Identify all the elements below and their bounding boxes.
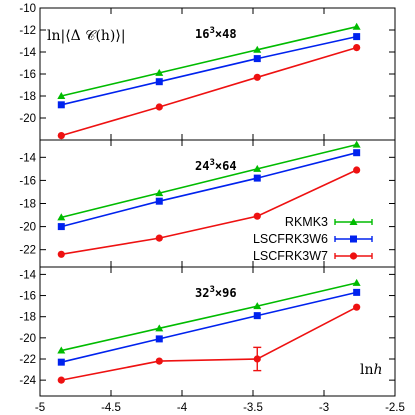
x-tick-label: -3 bbox=[319, 402, 329, 414]
legend-label-RKMK3: RKMK3 bbox=[285, 215, 328, 229]
y-tick-label: -14 bbox=[19, 47, 36, 59]
data-point-RKMK3 bbox=[253, 164, 262, 172]
data-point-RKMK3 bbox=[253, 302, 262, 310]
panel-title-base: 32 bbox=[195, 286, 209, 300]
panel-title-base: 24 bbox=[195, 159, 209, 173]
y-tick-label: -22 bbox=[19, 245, 36, 257]
data-point-LSCFRK3W7 bbox=[57, 132, 65, 140]
data-point-RKMK3 bbox=[57, 346, 66, 354]
x-tick-label: -3.5 bbox=[243, 402, 263, 414]
panel-title-rest: ×96 bbox=[215, 286, 237, 300]
data-point-LSCFRK3W7 bbox=[57, 376, 65, 384]
y-tick-label: -22 bbox=[19, 354, 36, 366]
series-line-LSCFRK3W6 bbox=[61, 151, 357, 228]
y-tick-label: -16 bbox=[19, 69, 36, 81]
y-axis-label: ln|⟨Δ 𝒞(h)⟩| bbox=[47, 28, 126, 44]
panel-title: 323×96 bbox=[195, 285, 237, 300]
legend-marker-LSCFRK3W7 bbox=[349, 252, 358, 260]
x-axis-label-var: h bbox=[374, 362, 383, 378]
y-tick-label: -16 bbox=[19, 291, 36, 303]
panel-title: 243×64 bbox=[195, 158, 237, 173]
series-line-RKMK3 bbox=[61, 143, 357, 219]
y-tick-label: -14 bbox=[19, 152, 36, 164]
data-point-LSCFRK3W6 bbox=[57, 223, 65, 231]
data-point-LSCFRK3W6 bbox=[353, 149, 361, 157]
data-point-LSCFRK3W6 bbox=[253, 312, 261, 320]
data-point-LSCFRK3W6 bbox=[353, 288, 361, 296]
data-point-RKMK3 bbox=[253, 45, 262, 53]
data-point-LSCFRK3W6 bbox=[155, 197, 163, 205]
panel-title-rest: ×64 bbox=[215, 159, 237, 173]
data-point-RKMK3 bbox=[57, 213, 66, 221]
data-point-RKMK3 bbox=[155, 189, 164, 197]
panel-title-base: 16 bbox=[195, 27, 209, 41]
series-line-LSCFRK3W7 bbox=[61, 46, 357, 137]
data-point-LSCFRK3W6 bbox=[57, 101, 65, 109]
y-tick-label: -14 bbox=[19, 269, 36, 281]
series-line-LSCFRK3W7 bbox=[61, 306, 358, 381]
series-line-LSCFRK3W6 bbox=[61, 35, 357, 106]
y-tick-label: -20 bbox=[19, 333, 36, 345]
data-point-RKMK3 bbox=[352, 278, 361, 286]
data-point-LSCFRK3W7 bbox=[353, 303, 361, 311]
data-point-LSCFRK3W7 bbox=[155, 103, 163, 111]
data-point-LSCFRK3W7 bbox=[155, 234, 163, 242]
x-tick-label: -4.5 bbox=[101, 402, 121, 414]
series-line-LSCFRK3W7 bbox=[61, 169, 357, 256]
data-point-LSCFRK3W6 bbox=[253, 55, 261, 63]
y-tick-label: -24 bbox=[19, 375, 36, 387]
series-line-RKMK3 bbox=[61, 282, 357, 352]
panel-title-rest: ×48 bbox=[215, 27, 237, 41]
x-tick-label: -4 bbox=[177, 402, 188, 414]
legend: RKMK3 LSCFRK3W6 LSCFRK3W7 bbox=[253, 215, 373, 263]
panel-title-exp: 3 bbox=[209, 26, 214, 36]
data-point-LSCFRK3W7 bbox=[253, 73, 261, 81]
x-tick-label: -5 bbox=[35, 402, 45, 414]
y-tick-label: -18 bbox=[19, 199, 36, 211]
data-point-LSCFRK3W6 bbox=[57, 358, 65, 366]
data-point-LSCFRK3W7 bbox=[57, 250, 65, 258]
x-tick-label: -2.5 bbox=[385, 402, 405, 414]
data-point-LSCFRK3W6 bbox=[353, 33, 361, 41]
y-tick-label: -12 bbox=[19, 25, 36, 37]
y-tick-label: -10 bbox=[19, 3, 36, 15]
legend-label-LSCFRK3W6: LSCFRK3W6 bbox=[253, 232, 328, 246]
data-point-LSCFRK3W7 bbox=[353, 44, 361, 52]
panel-2: -22 -20 -18 -16 -14 243×64 RKMK3 LSCFRK3W6 LSCFR… bbox=[19, 139, 396, 268]
data-point-LSCFRK3W6 bbox=[155, 78, 163, 86]
panel-title: 163×48 bbox=[195, 26, 237, 41]
panel-1: -20 -18 -16 -14 -12 -10 163×48 ln|⟨Δ 𝒞(h)⟩| bbox=[19, 3, 396, 141]
legend-marker-RKMK3 bbox=[349, 218, 358, 225]
y-tick-label: -18 bbox=[19, 91, 36, 103]
data-point-LSCFRK3W7 bbox=[253, 355, 261, 363]
legend-label-LSCFRK3W7: LSCFRK3W7 bbox=[253, 249, 328, 263]
data-point-RKMK3 bbox=[155, 68, 164, 76]
legend-marker-LSCFRK3W6 bbox=[350, 235, 357, 243]
series-line-LSCFRK3W6 bbox=[61, 291, 357, 363]
data-point-RKMK3 bbox=[155, 324, 164, 332]
panel-title-exp: 3 bbox=[209, 285, 214, 295]
panel-title-exp: 3 bbox=[209, 158, 214, 168]
y-tick-label: -20 bbox=[19, 113, 36, 125]
plot-frame bbox=[39, 266, 396, 397]
data-point-RKMK3 bbox=[352, 22, 361, 30]
panel-3: -24 -22 -20 -18 -16 -14 -5 -4.5 -4 -3.5 -3 -2.5 323×… bbox=[19, 266, 405, 414]
data-point-LSCFRK3W7 bbox=[253, 212, 261, 220]
y-tick-label: -20 bbox=[19, 222, 36, 234]
data-point-LSCFRK3W7 bbox=[353, 166, 361, 174]
series-line-RKMK3 bbox=[61, 25, 357, 97]
data-point-LSCFRK3W6 bbox=[155, 335, 163, 343]
y-tick-label: -16 bbox=[19, 175, 36, 187]
data-point-LSCFRK3W7 bbox=[155, 357, 163, 365]
x-axis-label: lnh bbox=[360, 362, 383, 378]
data-point-RKMK3 bbox=[57, 92, 66, 99]
y-tick-label: -18 bbox=[19, 312, 36, 324]
data-point-RKMK3 bbox=[352, 140, 361, 148]
data-point-LSCFRK3W6 bbox=[253, 174, 261, 182]
